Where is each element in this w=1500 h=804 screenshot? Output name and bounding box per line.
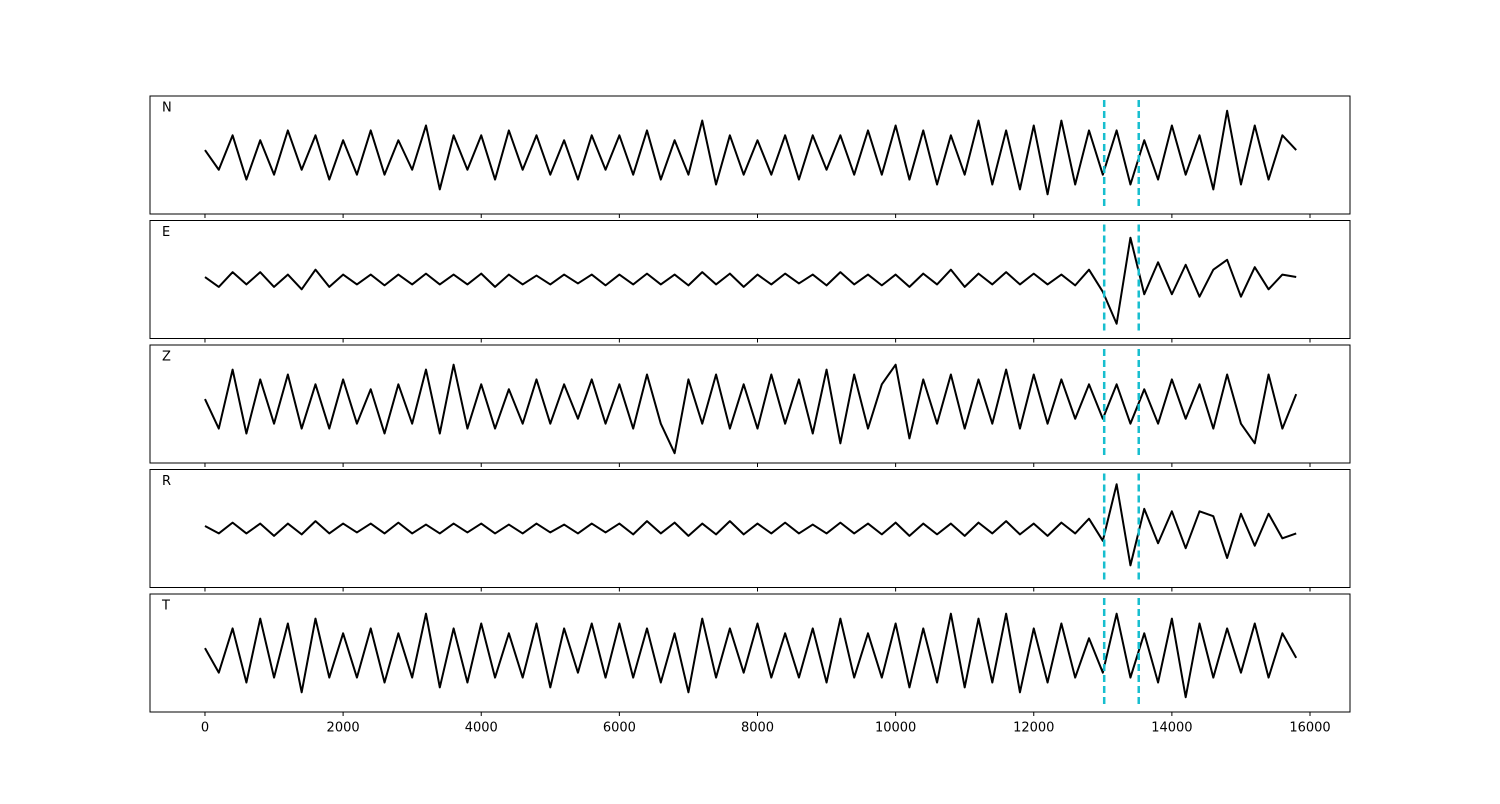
x-tick-label: 12000 — [1013, 721, 1054, 736]
panel-frame — [149, 220, 1351, 339]
panel-label: E — [162, 225, 170, 240]
panel-frame — [149, 469, 1351, 588]
x-tick-label: 10000 — [875, 721, 916, 736]
trace — [204, 236, 1297, 325]
x-tick-label: 0 — [201, 721, 209, 736]
trace — [204, 363, 1298, 455]
x-tick-label: 2000 — [327, 721, 360, 736]
x-tick-label: 4000 — [465, 721, 498, 736]
x-tick-label: 14000 — [1151, 721, 1192, 736]
panel-label: Z — [162, 350, 171, 365]
trace — [204, 109, 1297, 196]
x-tick-label: 8000 — [741, 721, 774, 736]
trace — [204, 483, 1297, 567]
panel-label: N — [162, 101, 172, 116]
panel-frame — [149, 593, 1351, 713]
panel-label: T — [161, 599, 170, 614]
panel-frame — [149, 344, 1351, 464]
panel-frame — [149, 95, 1351, 215]
panel-label: R — [162, 474, 171, 489]
trace — [204, 612, 1298, 699]
x-tick-label: 6000 — [603, 721, 636, 736]
x-tick-label: 16000 — [1289, 721, 1330, 736]
